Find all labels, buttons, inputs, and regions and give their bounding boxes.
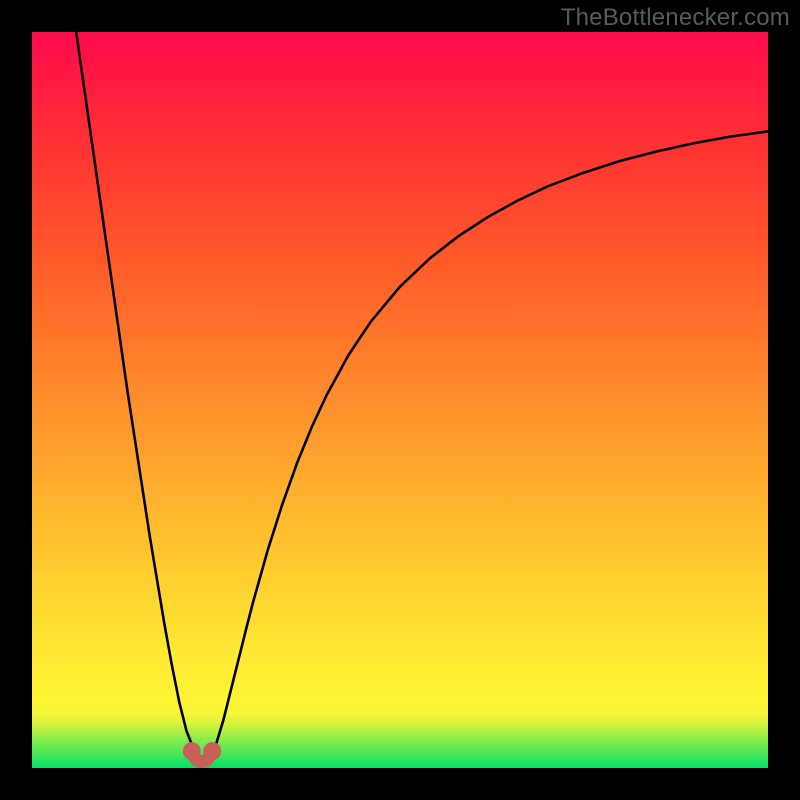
- watermark-text: TheBottlenecker.com: [561, 4, 790, 32]
- plot-area: [32, 32, 768, 768]
- gradient-background: [32, 32, 768, 768]
- optimum-marker-point: [183, 742, 201, 760]
- chart-frame: TheBottlenecker.com: [0, 0, 800, 800]
- bottleneck-curve-chart: [32, 32, 768, 768]
- optimum-marker-point: [203, 742, 221, 760]
